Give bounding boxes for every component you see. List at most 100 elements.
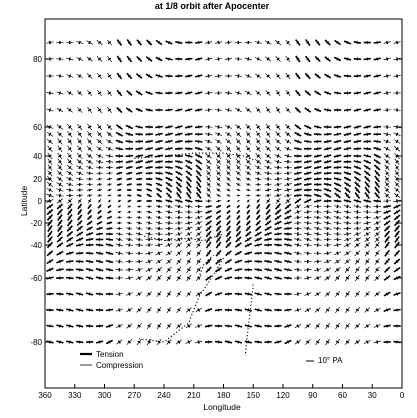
compression-vector [108,211,111,213]
tension-vector [97,91,102,95]
compression-vector [128,200,131,202]
compression-vector [177,194,181,197]
compression-vector [98,205,101,208]
compression-vector [98,259,101,264]
compression-vector [88,259,91,264]
tension-vector [336,210,339,214]
tension-vector [207,74,210,78]
compression-vector [277,232,279,236]
tension-vector [206,171,211,175]
tension-vector [227,91,230,95]
tension-vector [256,139,261,144]
compression-vector [197,57,200,61]
compression-vector [236,232,240,236]
tension-vector [216,160,221,164]
tension-vector [395,165,399,170]
y-tick-label: -20 [30,219,42,228]
tension-vector [365,268,370,272]
tension-vector [158,210,161,214]
tension-vector [216,171,221,175]
tension-vector [237,91,240,95]
tension-vector [326,226,329,231]
compression-vector [138,194,140,197]
tension-vector [187,226,191,231]
compression-vector [118,132,121,136]
compression-vector [58,210,62,214]
x-tick-label: 240 [157,391,171,400]
tension-vector [306,243,309,247]
tension-vector [108,199,111,203]
tension-vector [336,259,339,264]
compression-vector [346,57,349,61]
tension-vector [266,199,270,203]
tension-vector [266,147,270,151]
compression-vector [386,308,389,312]
tension-vector [385,177,389,181]
tension-vector [237,74,240,78]
compression-vector [118,147,121,151]
compression-vector [246,221,250,225]
tension-vector [375,243,380,247]
compression-vector [227,340,230,344]
compression-vector [207,252,211,255]
compression-vector [217,292,220,296]
compression-vector [365,177,369,181]
tension-vector [128,227,131,230]
compression-vector [68,232,72,236]
tension-vector [78,171,82,176]
tension-vector [108,188,111,192]
compression-vector [257,308,259,312]
compression-vector [226,238,231,241]
tension-vector [167,268,171,272]
tension-vector [316,324,320,328]
tension-vector [256,125,261,129]
x-tick-label: 330 [68,391,82,400]
compression-vector [257,243,259,247]
tension-vector [88,171,91,175]
compression-vector [178,132,180,136]
tension-vector [167,204,171,209]
tension-vector [256,154,260,158]
tension-vector [306,251,309,256]
tension-vector [207,146,211,151]
tension-vector [87,91,92,95]
compression-vector [168,171,170,176]
tension-vector [118,251,121,256]
tension-vector [217,132,220,137]
compression-vector [296,74,300,78]
compression-vector [178,40,180,45]
compression-vector [128,132,131,137]
compression-vector [346,108,349,112]
compression-vector [306,91,310,95]
y-axis: 80 60 40 20 0 -20 -40 -60 -80 [30,55,402,347]
tension-vector [98,188,101,192]
tension-vector [356,226,359,231]
tension-vector [107,57,112,61]
compression-vector [247,292,249,296]
tension-vector [266,57,270,61]
tension-vector [127,340,131,344]
tension-vector [395,193,399,198]
tension-vector [157,251,161,256]
tension-vector [77,147,82,151]
compression-legend-label: Compression [96,361,143,370]
compression-vector [148,139,150,144]
compression-vector [395,210,399,214]
compression-vector [217,260,220,263]
y-tick-label: 40 [33,152,42,161]
compression-vector [356,139,359,144]
compression-vector [227,324,230,328]
tension-vector [345,251,349,256]
tension-vector [157,324,161,328]
compression-vector [188,154,190,158]
compression-vector [365,194,369,197]
compression-vector [188,199,190,203]
tension-vector [375,276,379,280]
compression-vector [266,216,270,219]
compression-vector [187,194,191,197]
compression-vector [237,251,240,255]
compression-vector [316,125,319,129]
compression-vector [58,232,62,236]
compression-vector [58,238,62,241]
tension-vector [217,40,220,45]
